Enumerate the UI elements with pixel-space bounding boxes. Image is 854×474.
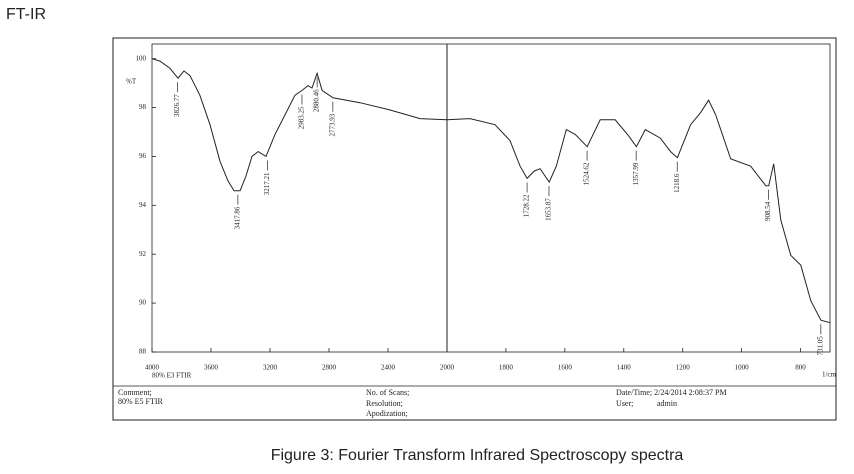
y-axis-label: %T — [126, 78, 137, 86]
x-tick-label: 4000 — [145, 364, 160, 372]
comment: 80% E5 FTIR — [118, 397, 164, 406]
comment-label: Comment; — [118, 388, 152, 397]
y-tick-label: 88 — [139, 348, 147, 356]
user: admin — [657, 399, 677, 408]
peak-label: 1653.87 — [545, 198, 553, 221]
peak-label: 731.05 — [816, 336, 824, 356]
x-tick-label: 3600 — [204, 364, 219, 372]
y-tick-label: 90 — [139, 299, 147, 307]
x-tick-label: 3200 — [263, 364, 278, 372]
peak-label: 3417.86 — [233, 206, 241, 229]
peak-label: 1728.22 — [523, 194, 531, 217]
peak-label: 3826.77 — [173, 94, 181, 117]
scans: No. of Scans; — [366, 388, 409, 397]
instrument-label: 80% E3 FTIR — [152, 372, 192, 380]
user-label: User; — [616, 399, 633, 408]
y-tick-label: 96 — [139, 152, 147, 160]
resolution: Resolution; — [366, 399, 403, 408]
x-tick-label: 1800 — [499, 364, 514, 372]
y-tick-label: 100 — [136, 54, 147, 62]
peak-label: 2983.25 — [298, 106, 306, 129]
peak-label: 3217.21 — [263, 172, 271, 195]
peak-label: 1357.99 — [632, 162, 640, 185]
plot-area — [151, 43, 831, 353]
x-axis-label: 1/cm — [822, 371, 837, 379]
peak-label: 2880.46 — [313, 89, 321, 112]
caption: Figure 3: Fourier Transform Infrared Spe… — [271, 447, 684, 464]
x-tick-label: 1000 — [735, 364, 750, 372]
y-tick-label: 92 — [139, 250, 147, 258]
x-tick-label: 1200 — [676, 364, 691, 372]
peak-label: 1218.6 — [673, 173, 681, 193]
x-tick-label: 1400 — [617, 364, 632, 372]
peak-label: 908.54 — [764, 201, 772, 221]
x-tick-label: 2800 — [322, 364, 337, 372]
date-time: Date/Time; 2/24/2014 2:08:37 PM — [616, 388, 727, 397]
frame — [112, 37, 837, 421]
x-tick-label: 2000 — [440, 364, 455, 372]
y-tick-label: 94 — [139, 201, 147, 209]
y-tick-label: 98 — [139, 103, 147, 111]
x-tick-label: 1600 — [558, 364, 573, 372]
spectrum — [151, 58, 831, 324]
peak-label: 2773.93 — [328, 113, 336, 136]
peak-label: 1524.62 — [583, 162, 591, 185]
x-tick-label: 800 — [795, 364, 806, 372]
x-tick-label: 2400 — [381, 364, 396, 372]
heading: FT-IR — [6, 6, 46, 23]
apodization: Apodization; — [366, 409, 408, 418]
